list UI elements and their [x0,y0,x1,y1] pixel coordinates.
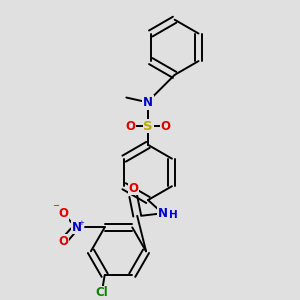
Text: N: N [158,207,168,220]
Text: O: O [161,120,171,133]
Text: O: O [58,235,68,248]
Text: O: O [58,207,68,220]
Text: O: O [128,182,138,195]
Text: −: − [52,201,59,210]
Text: O: O [125,120,135,133]
Text: N: N [72,221,82,234]
Text: H: H [169,210,178,220]
Text: N: N [143,96,153,109]
Text: +: + [78,220,84,226]
Text: S: S [143,120,153,133]
Text: Cl: Cl [95,286,108,299]
